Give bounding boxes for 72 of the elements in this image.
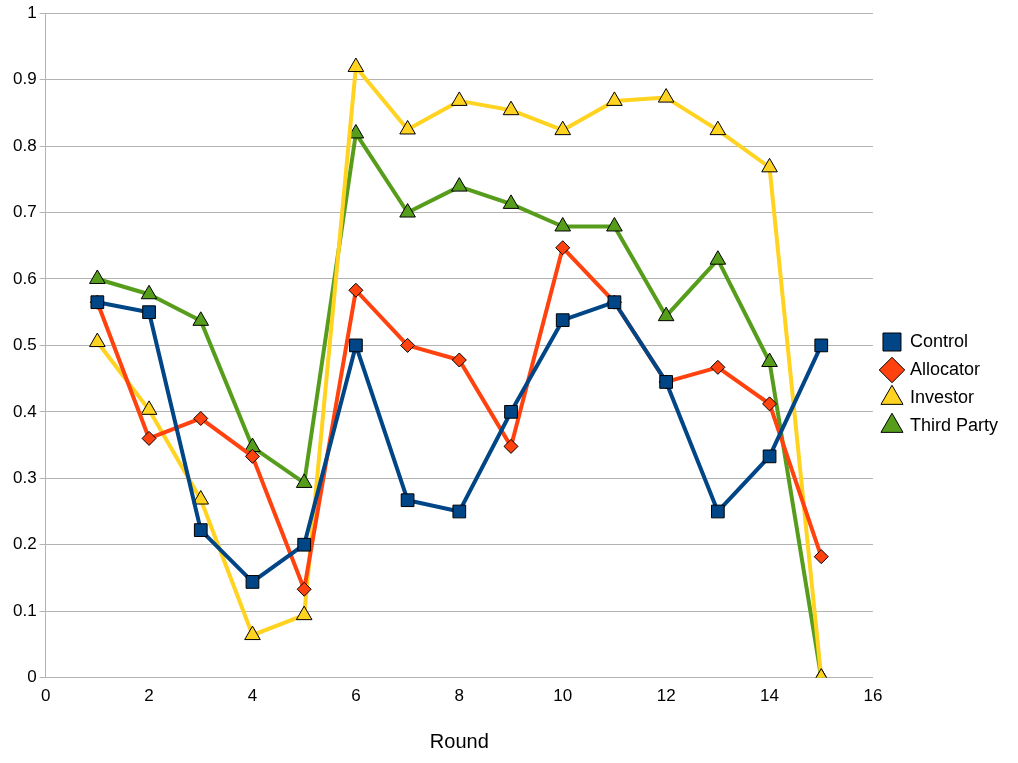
point xyxy=(451,352,467,368)
point xyxy=(452,504,467,519)
point xyxy=(451,91,468,106)
y-tick-label: 0.9 xyxy=(12,69,37,89)
x-tick-label: 12 xyxy=(656,686,676,706)
y-tick-label: 0.6 xyxy=(12,268,37,288)
y-tick-label: 0.4 xyxy=(12,401,37,421)
point xyxy=(555,240,571,256)
point xyxy=(762,449,777,464)
y-tick-label: 0.7 xyxy=(12,202,37,222)
point xyxy=(142,305,156,320)
point xyxy=(761,157,778,173)
point xyxy=(192,311,210,326)
x-tick-label: 6 xyxy=(351,686,361,706)
point xyxy=(762,396,778,412)
y-tick-label: 0.8 xyxy=(12,135,37,155)
point xyxy=(606,216,623,232)
point xyxy=(710,504,725,519)
point xyxy=(193,523,208,537)
point xyxy=(657,306,675,322)
point xyxy=(709,250,727,265)
point xyxy=(400,493,415,508)
point xyxy=(399,203,416,218)
point xyxy=(502,100,520,116)
point xyxy=(244,448,260,464)
point xyxy=(400,337,416,353)
point xyxy=(192,490,210,505)
point xyxy=(348,282,364,298)
point xyxy=(89,332,106,348)
legend-label: Investor xyxy=(909,386,975,407)
point xyxy=(657,88,675,103)
point xyxy=(140,284,158,300)
point xyxy=(504,404,518,419)
point xyxy=(814,338,829,353)
point xyxy=(89,269,106,284)
point xyxy=(193,410,209,426)
legend-label: Control xyxy=(909,330,969,351)
point xyxy=(245,575,260,589)
point xyxy=(349,338,363,353)
point xyxy=(606,91,623,106)
point xyxy=(710,359,726,375)
x-tick-label: 10 xyxy=(553,686,573,706)
point xyxy=(709,120,727,136)
y-tick-label: 0.1 xyxy=(12,600,37,620)
y-tick-label: 0.2 xyxy=(12,534,37,554)
point xyxy=(296,581,312,597)
x-tick-label: 16 xyxy=(863,686,883,706)
point xyxy=(502,194,520,209)
point xyxy=(761,352,778,368)
point xyxy=(554,120,572,136)
point xyxy=(555,313,570,328)
point xyxy=(503,438,519,454)
point xyxy=(347,57,365,73)
x-tick-label: 8 xyxy=(454,686,465,706)
x-tick-label: 4 xyxy=(247,686,258,706)
x-tick-label: 14 xyxy=(760,686,780,706)
x-tick-label: 2 xyxy=(144,686,154,706)
point xyxy=(297,537,312,552)
point xyxy=(399,119,416,135)
point xyxy=(451,177,468,192)
point xyxy=(813,549,829,565)
y-tick-label: 0.3 xyxy=(12,467,37,487)
point xyxy=(140,400,158,415)
x-tick-label: 0 xyxy=(40,686,51,706)
x-axis-title: Round xyxy=(429,729,489,752)
legend-label: Third Party xyxy=(909,414,999,435)
point xyxy=(554,216,572,232)
point xyxy=(141,430,157,446)
y-tick-label: 0.5 xyxy=(12,335,37,355)
y-tick-label: 0 xyxy=(27,667,37,687)
legend-label: Allocator xyxy=(909,358,981,379)
y-tick-label: 1 xyxy=(27,2,37,22)
